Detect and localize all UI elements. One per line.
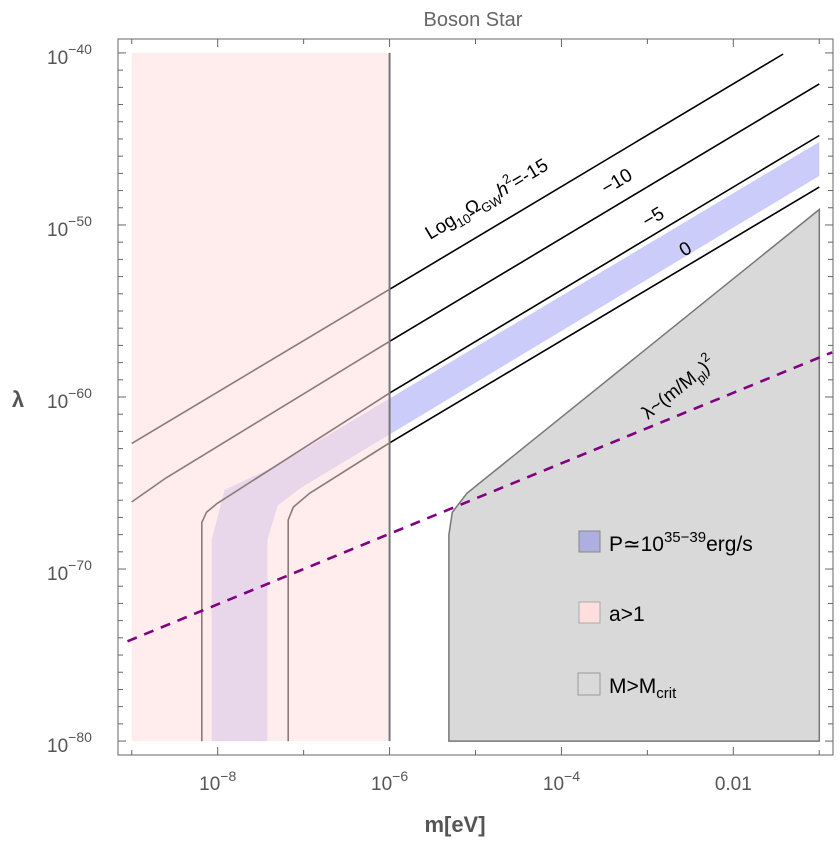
legend-swatch-a [578,601,601,624]
region-a-gt-1 [131,52,390,742]
legend-swatch-mcrit [577,672,601,696]
y-tick-label: 10−70 [47,557,92,585]
legend: P≃1035−39erg/s a>1 M>Mcrit [577,529,753,702]
chart-title: Boson Star [424,9,523,31]
axis-ticks: 10−8 10−6 10−4 0.01 10−40 10−50 10−60 10−70 10−8… [47,39,833,795]
y-tick-label: 10−40 [47,41,92,69]
legend-label-mcrit: M>Mcrit [609,675,677,702]
x-tick-label: 10−4 [543,768,580,795]
x-tick-label: 10−6 [371,768,408,795]
x-tick-label: 0.01 [715,774,752,795]
y-tick-label: 10−50 [47,213,92,241]
gw-contour-label-minus10: −10 [598,165,636,200]
y-tick-label: 10−80 [47,729,92,757]
lambda-relation-dashed-line [127,351,833,643]
x-tick-label: 10−8 [199,768,236,795]
y-axis-title: λ [12,387,24,412]
region-m-gt-mcrit [448,207,821,742]
y-tick-label: 10−60 [47,385,92,413]
legend-label-a: a>1 [609,603,645,626]
legend-swatch-power [578,530,601,553]
overlay [127,52,833,742]
gw-contour-label-main: Log10ΩGWh2=-15 [419,151,553,247]
legend-label-power: P≃1035−39erg/s [609,529,753,556]
x-axis-title: m[eV] [424,812,485,837]
